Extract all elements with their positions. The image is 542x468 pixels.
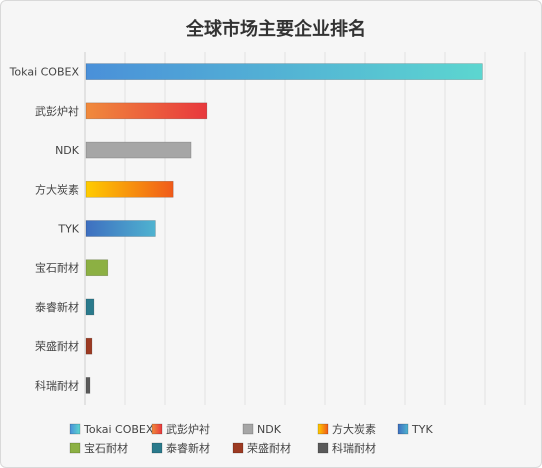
category-label: 武彭炉衬 — [35, 104, 79, 118]
legend: Tokai COBEX 武彭炉衬 NDK 方大炭素 TYK 宝石耐材 泰睿新材 荣盛耐材 科瑞耐… — [69, 422, 433, 455]
category-label: 泰睿新材 — [35, 300, 79, 314]
bar — [85, 259, 109, 277]
bar — [85, 220, 156, 237]
bar — [85, 337, 93, 355]
legend-swatch — [317, 442, 329, 454]
bar — [85, 63, 483, 80]
legend-label: TYK — [411, 423, 433, 436]
bar — [85, 377, 91, 394]
category-label: NDK — [55, 144, 80, 157]
legend-swatch — [151, 442, 163, 454]
legend-swatch — [69, 442, 81, 454]
bars — [85, 63, 483, 394]
legend-swatch — [232, 442, 244, 454]
category-label: TYK — [57, 223, 79, 236]
category-label: 宝石耐材 — [35, 261, 79, 275]
legend-label: 科瑞耐材 — [332, 441, 376, 455]
bar — [85, 298, 95, 316]
legend-label: 方大炭素 — [332, 422, 376, 436]
legend-label: 宝石耐材 — [84, 441, 128, 455]
legend-label: NDK — [257, 423, 282, 436]
category-label: 科瑞耐材 — [35, 378, 79, 392]
bar — [85, 141, 192, 159]
bar — [85, 102, 208, 120]
legend-swatch — [151, 423, 163, 435]
legend-label: Tokai COBEX — [83, 423, 154, 436]
legend-label: 泰睿新材 — [166, 441, 210, 455]
category-labels: Tokai COBEX 武彭炉衬 NDK 方大炭素 TYK 宝石耐材泰睿新材荣盛耐材科瑞耐… — [9, 66, 80, 393]
bar — [85, 180, 174, 198]
legend-label: 荣盛耐材 — [247, 441, 291, 455]
chart-title: 全球市场主要企业排名 — [185, 18, 366, 40]
legend-swatch — [69, 423, 81, 435]
category-label: 荣盛耐材 — [35, 339, 79, 353]
legend-swatch — [242, 423, 254, 435]
category-label: Tokai COBEX — [9, 66, 80, 79]
legend-swatch — [317, 423, 329, 435]
legend-swatch — [397, 423, 409, 435]
legend-label: 武彭炉衬 — [166, 422, 210, 436]
category-label: 方大炭素 — [35, 182, 79, 196]
